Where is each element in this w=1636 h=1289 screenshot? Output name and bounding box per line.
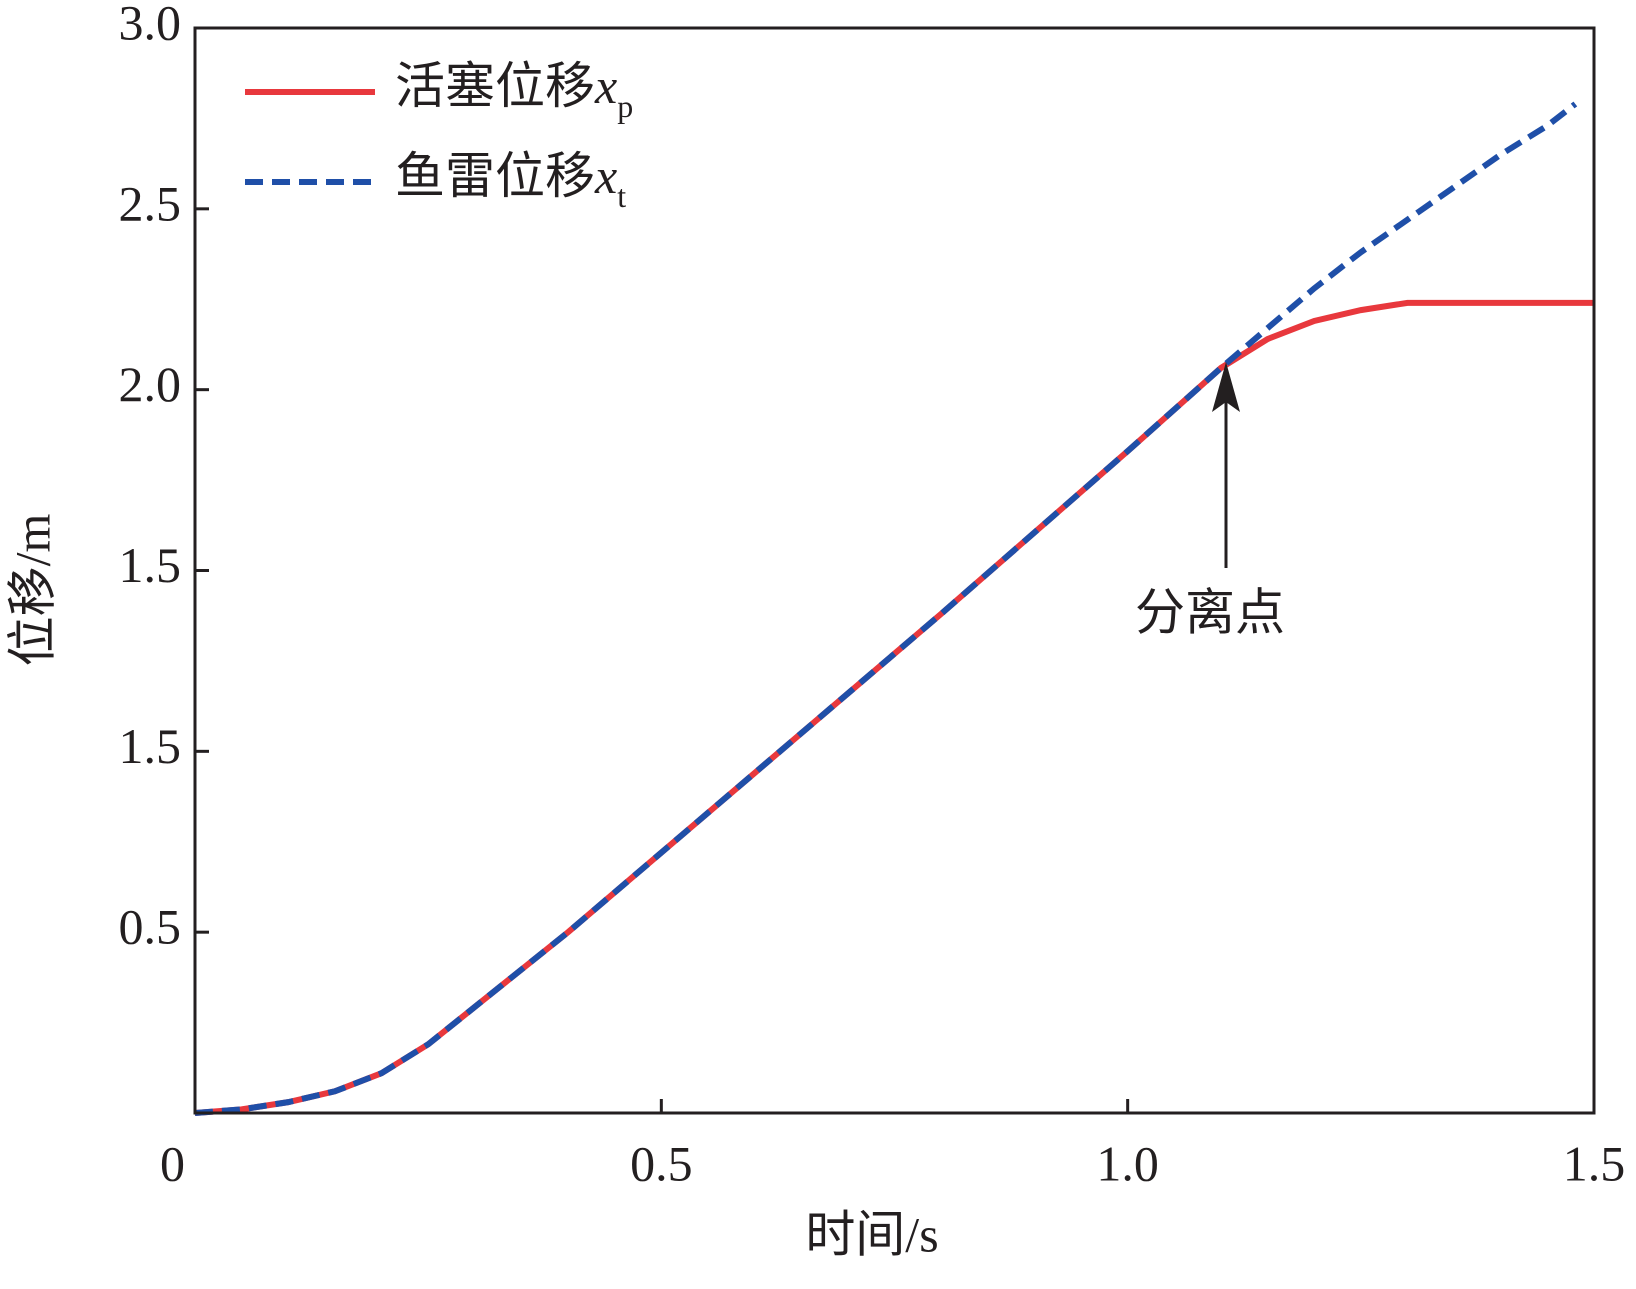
annotation: 分离点 xyxy=(1135,584,1285,640)
y-tick-label: 3.0 xyxy=(119,0,182,50)
series-line xyxy=(194,101,1578,1116)
y-tick-label: 2.0 xyxy=(119,356,182,412)
x-tick-label: 1.0 xyxy=(1096,1135,1159,1191)
plot-frame xyxy=(193,26,1596,1115)
x-tick-label: 0 xyxy=(160,1135,185,1191)
x-tick-label: 0.5 xyxy=(630,1135,693,1191)
legend-label: 活塞位移xp xyxy=(395,58,633,124)
x-tick-label: 1.5 xyxy=(1563,1135,1626,1191)
y-tick-label: 0.5 xyxy=(119,899,182,955)
y-tick-label: 1.5 xyxy=(119,537,182,593)
legend-label: 鱼雷位移xt xyxy=(395,148,626,214)
annotation-arrowhead xyxy=(1212,362,1240,412)
x-axis-label: 时间/s xyxy=(805,1206,938,1262)
y-tick-label: 2.5 xyxy=(119,175,182,231)
series-line xyxy=(194,299,1594,1116)
y-axis-label: 位移/m xyxy=(4,514,60,667)
y-tick-label: 1.5 xyxy=(119,718,182,774)
